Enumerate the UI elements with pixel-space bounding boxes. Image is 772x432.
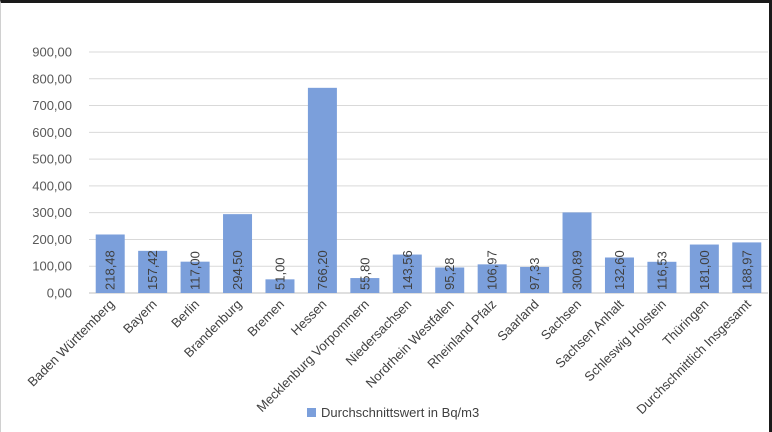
data-label: 300,89 [570, 250, 585, 290]
y-tick-label: 0,00 [47, 286, 72, 301]
x-category-label: Bremen [244, 297, 287, 340]
bar [732, 242, 762, 293]
x-category-label: Baden Württemberg [24, 297, 117, 390]
y-tick-label: 400,00 [32, 178, 72, 193]
x-category-label: Berlin [168, 297, 202, 331]
data-label: 766,20 [315, 250, 330, 290]
data-label: 157,42 [145, 250, 160, 290]
data-label: 116,53 [654, 251, 669, 290]
x-category-label: Hessen [288, 297, 330, 339]
bar [689, 244, 719, 293]
x-category-label: Schleswig Holstein [581, 297, 669, 385]
data-label: 181,00 [697, 250, 712, 290]
bar [520, 266, 550, 293]
data-label: 95,28 [442, 257, 457, 290]
legend: Durchschnittswert in Bq/m3 [307, 405, 479, 420]
y-tick-label: 200,00 [32, 232, 72, 247]
data-label: 143,56 [400, 250, 415, 290]
bar [392, 254, 422, 293]
bar [223, 214, 253, 293]
data-label: 218,48 [103, 250, 118, 290]
bar [435, 267, 465, 293]
bar [138, 250, 168, 293]
bar-chart: 0,00 100,00 200,00 300,00 400,00 500,00 600,00… [24, 45, 768, 417]
data-label: 188,97 [739, 250, 754, 290]
y-tick-label: 900,00 [32, 45, 72, 60]
y-tick-label: 100,00 [32, 259, 72, 274]
bar [307, 87, 337, 293]
data-label: 132,60 [612, 250, 627, 290]
bar [604, 257, 634, 293]
data-label: 117,00 [188, 251, 203, 290]
y-tick-label: 800,00 [32, 71, 72, 86]
data-label: 55,80 [357, 257, 372, 290]
y-tick-label: 300,00 [32, 205, 72, 220]
legend-label: Durchschnittswert in Bq/m3 [321, 405, 480, 420]
bar [180, 261, 210, 293]
x-category-label: Bayern [120, 297, 160, 337]
y-tick-label: 700,00 [32, 98, 72, 113]
y-tick-label: 500,00 [32, 152, 72, 167]
data-label: 97,33 [527, 257, 542, 290]
data-label: 51,00 [272, 257, 287, 290]
bar [350, 278, 380, 293]
bar [562, 212, 592, 293]
x-category-label: Saarland [494, 297, 541, 344]
bar [265, 279, 295, 293]
y-tick-label: 600,00 [32, 125, 72, 140]
data-label: 106,97 [485, 250, 500, 290]
legend-swatch [307, 408, 316, 417]
bar [95, 234, 125, 293]
bar [477, 264, 507, 293]
bar [647, 261, 677, 293]
data-label: 294,50 [230, 250, 245, 290]
